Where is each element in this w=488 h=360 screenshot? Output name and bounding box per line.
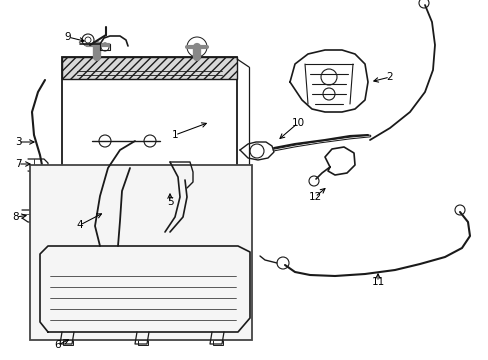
Text: 11: 11 [370, 277, 384, 287]
Text: 7: 7 [15, 159, 21, 169]
Bar [63, 340, 73, 345]
Bar [138, 340, 148, 345]
Text: 2: 2 [386, 72, 392, 82]
Text: 5: 5 [166, 197, 173, 207]
Text: 12: 12 [308, 192, 321, 202]
Bar [62, 57, 237, 192]
Bar [30, 165, 251, 340]
Bar [213, 340, 223, 345]
Text: 1: 1 [171, 130, 178, 140]
Text: 10: 10 [291, 118, 304, 128]
Text: 9: 9 [64, 32, 71, 42]
Text: 4: 4 [77, 220, 83, 230]
Text: 6: 6 [55, 340, 61, 350]
Bar [62, 57, 237, 79]
Text: 3: 3 [15, 137, 21, 147]
Text: 8: 8 [13, 212, 19, 222]
